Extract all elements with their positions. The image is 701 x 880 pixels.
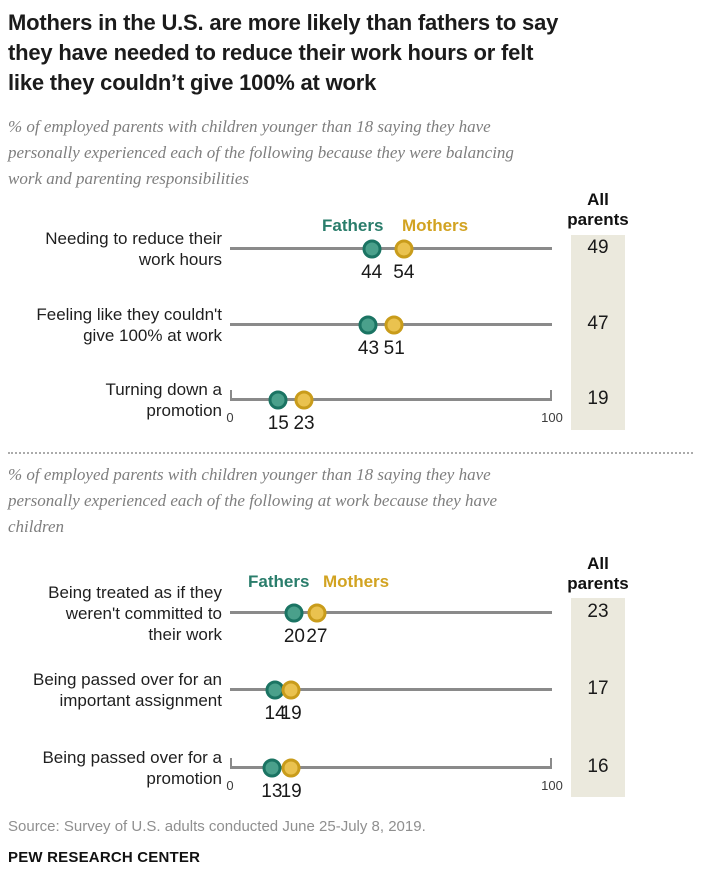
chart1-row-turn-down-promotion: Turning down a promotion 0 100 15 23 19 xyxy=(0,360,701,440)
chart2-all-parents-column xyxy=(571,598,625,797)
row-label: Needing to reduce their work hours xyxy=(45,229,222,269)
mothers-value: 19 xyxy=(280,781,302,802)
fathers-dot xyxy=(262,758,282,778)
all-parents-value: 23 xyxy=(587,601,609,622)
all-parents-value: 19 xyxy=(587,388,609,409)
axis-tick-min xyxy=(230,390,232,399)
row-label: Feeling like they couldn't give 100% at … xyxy=(36,305,222,345)
axis-label-min: 0 xyxy=(226,410,234,425)
chart1-row-give-100: Feeling like they couldn't give 100% at … xyxy=(0,285,701,365)
fathers-dot xyxy=(284,603,304,623)
chart1-all-parents-column xyxy=(571,235,625,430)
axis-tick-max xyxy=(550,390,552,399)
mothers-value: 51 xyxy=(383,338,405,359)
row-label: Being passed over for a promotion xyxy=(42,748,222,788)
row-axis-line xyxy=(230,688,552,691)
chart2-row-passed-over-promotion: Being passed over for a promotion 0 100 … xyxy=(0,728,701,808)
axis-tick-max xyxy=(550,758,552,767)
chart2-legend-fathers: Fathers xyxy=(248,572,310,591)
section-divider xyxy=(8,452,693,454)
source-note: Source: Survey of U.S. adults conducted … xyxy=(8,818,426,835)
row-axis-line xyxy=(230,766,552,769)
mothers-value: 19 xyxy=(280,703,302,724)
chart1-legend-mothers: Mothers xyxy=(402,216,469,235)
chart1-legend-fathers: Fathers xyxy=(322,216,384,235)
chart2-row-not-committed: Being treated as if they weren't committ… xyxy=(0,573,701,653)
row-label: Turning down a promotion xyxy=(105,380,222,420)
fathers-value: 14 xyxy=(264,703,286,724)
chart1-subtitle: % of employed parents with children youn… xyxy=(8,117,514,188)
fathers-value: 44 xyxy=(361,262,383,283)
mothers-value: 27 xyxy=(306,626,328,647)
pew-research-center-wordmark: PEW RESEARCH CENTER xyxy=(8,849,201,866)
row-axis-line xyxy=(230,611,552,614)
mothers-value: 54 xyxy=(393,262,415,283)
all-parents-value: 17 xyxy=(587,678,609,699)
fathers-value: 15 xyxy=(267,413,289,434)
mothers-dot xyxy=(307,603,327,623)
fathers-dot xyxy=(268,390,288,410)
row-label: Being treated as if they weren't committ… xyxy=(48,583,222,644)
all-parents-value: 16 xyxy=(587,756,609,777)
axis-label-max: 100 xyxy=(541,410,563,425)
chart2-all-parents-header: All parents xyxy=(567,554,629,593)
fathers-value: 13 xyxy=(261,781,283,802)
chart2-subtitle: % of employed parents with children youn… xyxy=(8,465,498,536)
row-axis-line xyxy=(230,247,552,250)
page-title: Mothers in the U.S. are more likely than… xyxy=(8,10,559,95)
mothers-dot xyxy=(384,315,404,335)
chart2-row-passed-over-assignment: Being passed over for an important assig… xyxy=(0,650,701,730)
mothers-dot xyxy=(394,239,414,259)
mothers-dot xyxy=(281,758,301,778)
axis-label-min: 0 xyxy=(226,778,234,793)
mothers-value: 23 xyxy=(293,413,315,434)
chart1-row-reduce-hours: Needing to reduce their work hours 44 54… xyxy=(0,209,701,289)
row-axis-line xyxy=(230,398,552,401)
row-label: Being passed over for an important assig… xyxy=(32,670,222,710)
chart2-legend-mothers: Mothers xyxy=(323,572,390,591)
axis-label-max: 100 xyxy=(541,778,563,793)
fathers-value: 20 xyxy=(283,626,305,647)
fathers-dot xyxy=(358,315,378,335)
mothers-dot xyxy=(281,680,301,700)
all-parents-value: 49 xyxy=(587,237,609,258)
axis-tick-min xyxy=(230,758,232,767)
fathers-value: 43 xyxy=(357,338,380,359)
all-parents-value: 47 xyxy=(587,313,609,334)
mothers-dot xyxy=(294,390,314,410)
fathers-dot xyxy=(362,239,382,259)
chart1-all-parents-header: All parents xyxy=(567,190,629,229)
